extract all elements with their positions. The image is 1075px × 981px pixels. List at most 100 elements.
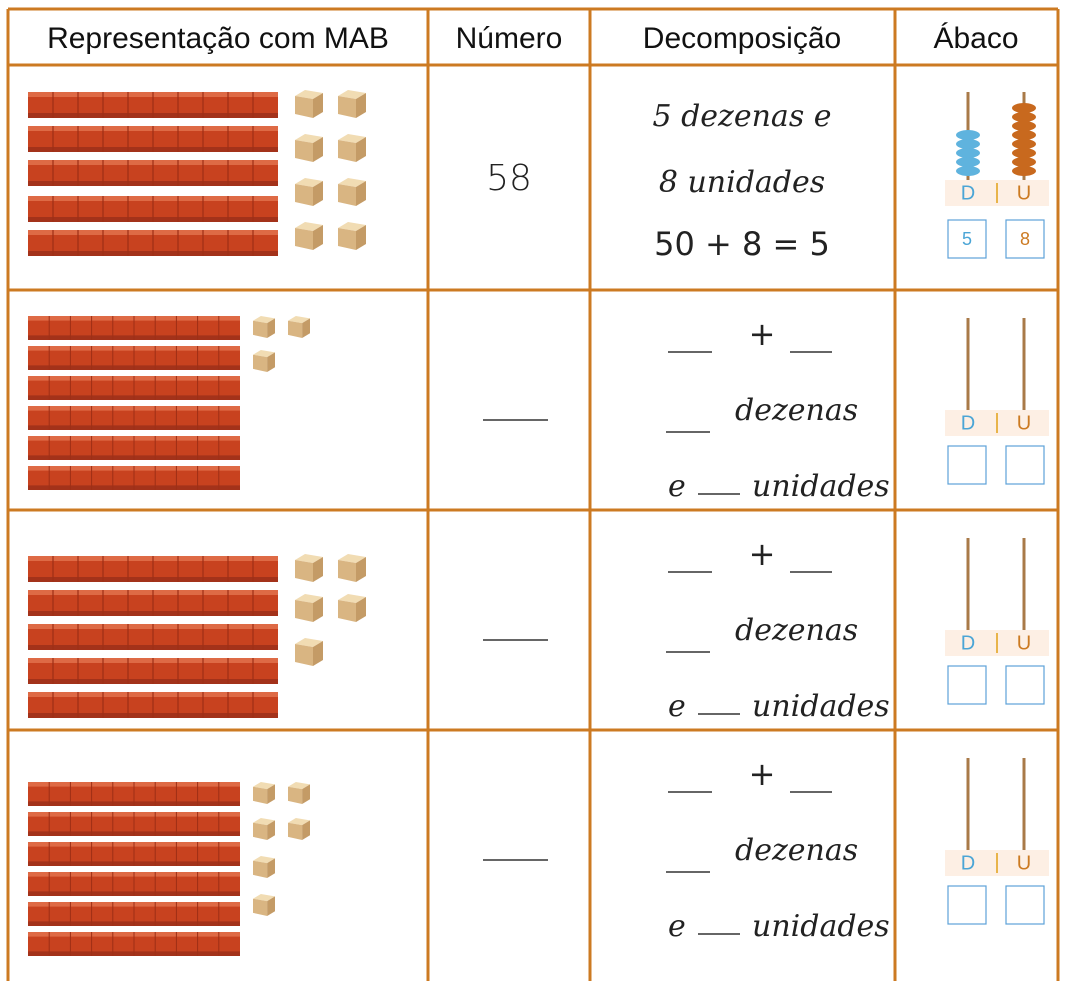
abacus-label: D (961, 182, 975, 204)
cube (338, 134, 366, 162)
bead (956, 157, 980, 167)
cube (253, 316, 275, 338)
mab-blocks (28, 90, 366, 256)
bead (1012, 166, 1036, 176)
cube (253, 856, 275, 878)
cube (338, 554, 366, 582)
and-word: e (668, 689, 686, 724)
rod (28, 842, 240, 866)
cube (288, 782, 310, 804)
abacus-label: U (1017, 412, 1031, 434)
header-cell: Representação com MAB (47, 22, 389, 55)
cube (253, 818, 275, 840)
rod (28, 902, 240, 926)
rod (28, 92, 278, 118)
rod (28, 376, 240, 400)
answer-box (947, 665, 987, 705)
cube (288, 316, 310, 338)
answer-box (947, 219, 987, 259)
abacus-box-value: 8 (1020, 229, 1030, 249)
cube (295, 90, 323, 118)
tens-word: dezenas (735, 393, 858, 428)
bead (1012, 121, 1036, 131)
units-word: unidades (752, 689, 890, 724)
units-word: unidades (752, 469, 890, 504)
rod (28, 196, 278, 222)
bead (1012, 103, 1036, 113)
cube (338, 90, 366, 118)
abacus: D U 5 8 (945, 92, 1049, 259)
abacus-label: D (961, 412, 975, 434)
abacus-label: U (1017, 182, 1031, 204)
decomposition-line: 5 dezenas e (652, 99, 831, 134)
rod (28, 160, 278, 186)
exercise-row: + dezenas e unidades D U (483, 755, 1049, 944)
rod (28, 692, 278, 718)
number: 58 (486, 158, 532, 199)
bead (956, 148, 980, 158)
cube (253, 894, 275, 916)
cube (295, 222, 323, 250)
cube (295, 134, 323, 162)
table-grid (6, 7, 1060, 981)
header-cell: Número (456, 22, 563, 55)
bead (1012, 148, 1036, 158)
rod (28, 466, 240, 490)
cube (295, 178, 323, 206)
plus: + (749, 315, 776, 353)
bead (1012, 157, 1036, 167)
mab-blocks (28, 782, 310, 956)
rod (28, 436, 240, 460)
rod (28, 932, 240, 956)
answer-box (1005, 219, 1045, 259)
rod (28, 812, 240, 836)
answer-box (947, 445, 987, 485)
bead (1012, 130, 1036, 140)
cube (253, 782, 275, 804)
plus: + (749, 535, 776, 573)
rod (28, 346, 240, 370)
cube (253, 350, 275, 372)
answer-box (1005, 665, 1045, 705)
rod (28, 624, 278, 650)
plus: + (749, 755, 776, 793)
rod (28, 556, 278, 582)
rod (28, 782, 240, 806)
mab-blocks (28, 316, 310, 490)
and-word: e (668, 469, 686, 504)
exercise-row: + dezenas e unidades D U (483, 315, 1049, 504)
bead (1012, 139, 1036, 149)
units-word: unidades (752, 909, 890, 944)
rod (28, 658, 278, 684)
rod (28, 126, 278, 152)
cube (295, 554, 323, 582)
rod (28, 872, 240, 896)
rod (28, 316, 240, 340)
tens-word: dezenas (735, 613, 858, 648)
exercise-row: + dezenas e unidades D U (483, 535, 1049, 724)
header-cell: Decomposição (643, 22, 841, 55)
rod (28, 406, 240, 430)
bead (956, 139, 980, 149)
decomposition-line: 50 + 8 = 5 (654, 225, 830, 263)
rod (28, 230, 278, 256)
bead (956, 130, 980, 140)
cube (338, 178, 366, 206)
abacus-label: D (961, 852, 975, 874)
tens-word: dezenas (735, 833, 858, 868)
bead (1012, 112, 1036, 122)
answer-box (1005, 445, 1045, 485)
answer-box (947, 885, 987, 925)
abacus-label: U (1017, 852, 1031, 874)
decomposition-line: 8 unidades (659, 165, 825, 200)
answer-box (1005, 885, 1045, 925)
cube (295, 594, 323, 622)
header-cell: Ábaco (933, 22, 1018, 55)
mab-blocks (28, 554, 366, 718)
cube (295, 638, 323, 666)
cube (338, 222, 366, 250)
abacus-label: D (961, 632, 975, 654)
cube (288, 818, 310, 840)
